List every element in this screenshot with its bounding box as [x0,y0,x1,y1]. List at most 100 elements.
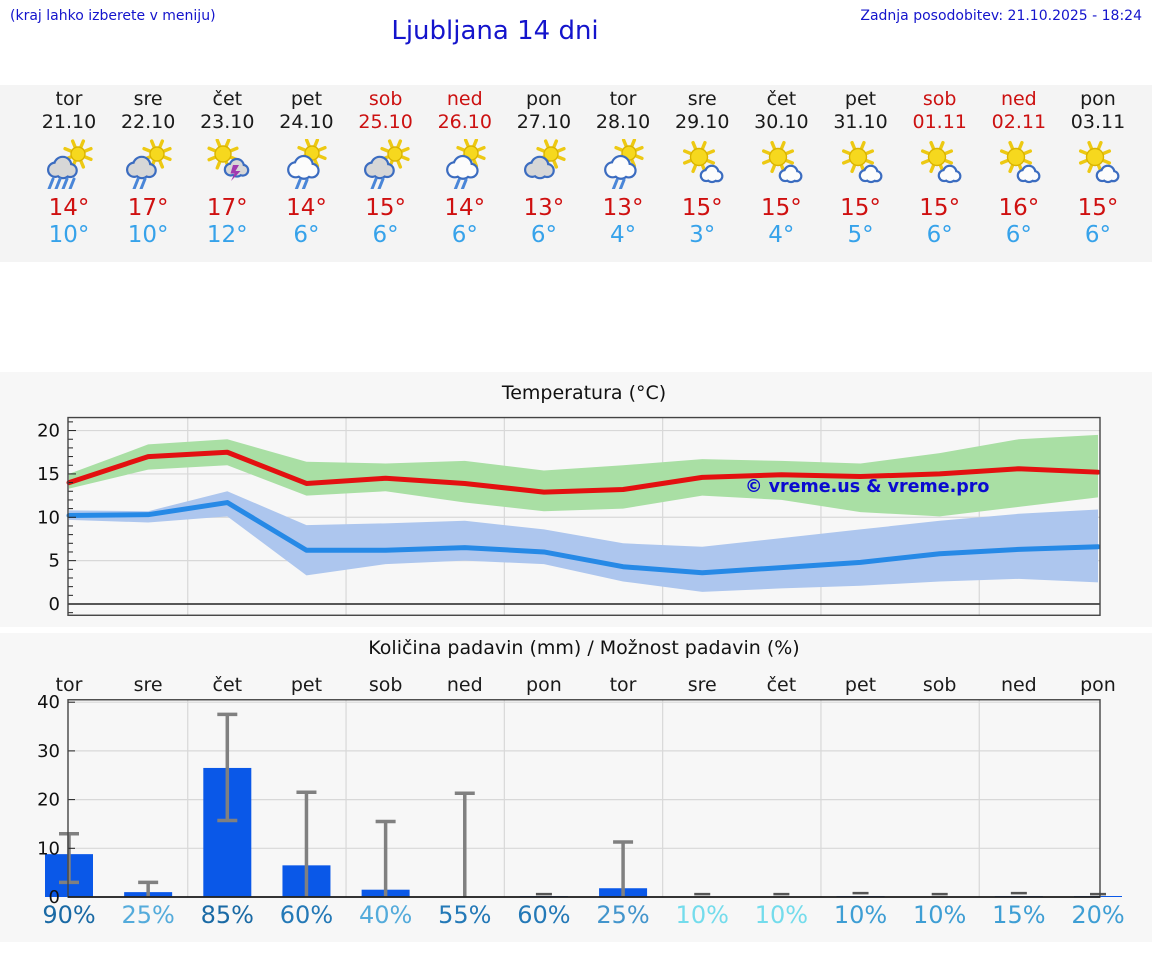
watermark-text: © vreme.us & vreme.pro [745,477,989,497]
day-name: pet [844,88,877,110]
day-tmin: 4° [609,222,637,248]
temp-y-tick-label: 20 [37,421,60,442]
precip-day-label: čet [766,674,797,696]
forecast-day-column: čet 23.10 17° 12° [188,85,267,249]
precip-probability: 10% [675,901,729,929]
sun-cloud-gray-icon [523,139,566,180]
sun-rain-heavy-icon [46,139,93,189]
forecast-day-column: sob 01.11 15° 6° [900,85,979,249]
sun-rain-gray-icon [363,139,410,189]
forecast-day-column: pon 27.10 13° 6° [504,85,583,249]
day-tmin: 6° [451,222,478,248]
precip-day-label: pet [290,674,323,696]
forecast-day-column: tor 28.10 13° 4° [584,85,663,249]
precip-day-label: sob [922,674,957,696]
day-name: pon [1080,88,1116,110]
day-tmin: 12° [206,222,248,248]
temperature-chart-title: Temperatura (°C) [501,382,667,404]
sun-thunder-icon [207,139,250,181]
sun-rain-white-icon [604,139,644,189]
day-tmin: 6° [926,222,953,248]
precip-day-label: sre [687,674,717,696]
day-tmax: 15° [365,195,406,221]
day-date: 03.11 [1070,111,1126,133]
forecast-day-column: sre 29.10 15° 3° [663,85,742,249]
day-name: sob [368,88,403,110]
precip-probability: 15% [992,901,1046,929]
forecast-strip: tor 21.10 14° 10° sre 22.10 17° 10° čet 23.10 17° 1… [0,85,1152,262]
day-date: 02.11 [991,111,1047,133]
day-tmax: 14° [444,195,486,221]
day-name: sre [687,88,717,110]
precipitation-chart-title: Količina padavin (mm) / Možnost padavin … [368,637,800,659]
day-tmin: 6° [372,222,399,248]
precip-day-label: sre [133,674,163,696]
day-date: 22.10 [120,111,176,133]
temp-y-tick-label: 5 [49,551,60,572]
last-update-text: Zadnja posodobitev: 21.10.2025 - 18:24 [860,8,1142,24]
day-date: 25.10 [358,111,413,133]
day-tmin: 5° [847,222,874,248]
sun-small-cloud-icon [920,140,962,184]
precip-probability: 60% [517,901,571,929]
day-date: 28.10 [595,111,651,133]
precip-probability: 40% [358,901,413,929]
precip-probability: 90% [42,901,96,929]
forecast-day-column: ned 26.10 14° 6° [425,85,504,249]
forecast-day-column: pon 03.11 15° 6° [1059,85,1138,249]
precip-y-tick-label: 30 [37,741,60,762]
sun-small-cloud-icon [762,140,803,184]
day-date: 31.10 [833,111,888,133]
temp-y-tick-label: 0 [49,594,60,615]
day-tmax: 17° [127,195,169,221]
day-tmax: 15° [919,195,961,221]
forecast-day-column: tor 21.10 14° 10° [30,85,109,249]
day-tmin: 6° [1084,222,1112,248]
day-date: 27.10 [516,111,572,133]
precip-day-label: pet [844,674,877,696]
day-tmin: 6° [530,222,557,248]
day-name: tor [609,88,637,110]
day-tmin: 6° [293,222,320,248]
precip-probability: 20% [1071,901,1125,929]
precip-y-tick-label: 20 [37,790,60,811]
day-tmin: 4° [768,222,795,248]
day-tmax: 13° [523,195,565,221]
precip-probability: 25% [596,901,650,929]
precip-y-tick-label: 0 [49,887,60,908]
precip-day-label: pon [1080,674,1116,696]
day-name: pet [290,88,323,110]
precip-probability: 60% [279,901,334,929]
precipitation-chart: 0 10 20 30 40 [37,692,1123,908]
page-title: Ljubljana 14 dni [391,16,599,46]
precipitation-figure: 0 10 20 30 40 Količina padavin (mm) / Možnos… [0,633,1152,942]
precip-y-tick-label: 10 [37,838,60,859]
day-name: ned [446,88,483,110]
precip-day-label: čet [212,674,243,696]
day-name: sob [922,88,957,110]
forecast-day-column: ned 02.11 16° 6° [979,85,1058,249]
choose-location-link[interactable]: (kraj lahko izberete v meniju) [10,8,216,24]
sun-small-cloud-icon [683,140,724,184]
sun-rain-gray-icon [126,139,172,189]
temperature-chart: 0 5 10 15 20 © vreme.us & vreme.pro [37,416,1101,616]
precip-probability: 85% [200,901,254,929]
precip-day-label: tor [609,674,637,696]
day-date: 29.10 [675,111,730,133]
day-tmax: 17° [206,195,248,221]
day-date: 23.10 [200,111,255,133]
day-name: čet [212,88,243,110]
precip-day-label: ned [1000,674,1037,696]
temp-y-tick-label: 10 [37,507,60,528]
day-tmax: 15° [760,195,802,221]
forecast-day-column: čet 30.10 15° 4° [742,85,821,249]
precip-probability: 10% [754,901,809,929]
sun-rain-white-icon [287,139,328,189]
day-tmax: 14° [286,195,327,221]
temp-y-tick-label: 15 [37,464,60,485]
sun-small-cloud-icon [1078,140,1120,184]
day-tmin: 10° [48,222,90,248]
precip-y-tick-label: 40 [37,692,60,713]
day-tmax: 15° [840,195,881,221]
day-date: 26.10 [437,111,492,133]
